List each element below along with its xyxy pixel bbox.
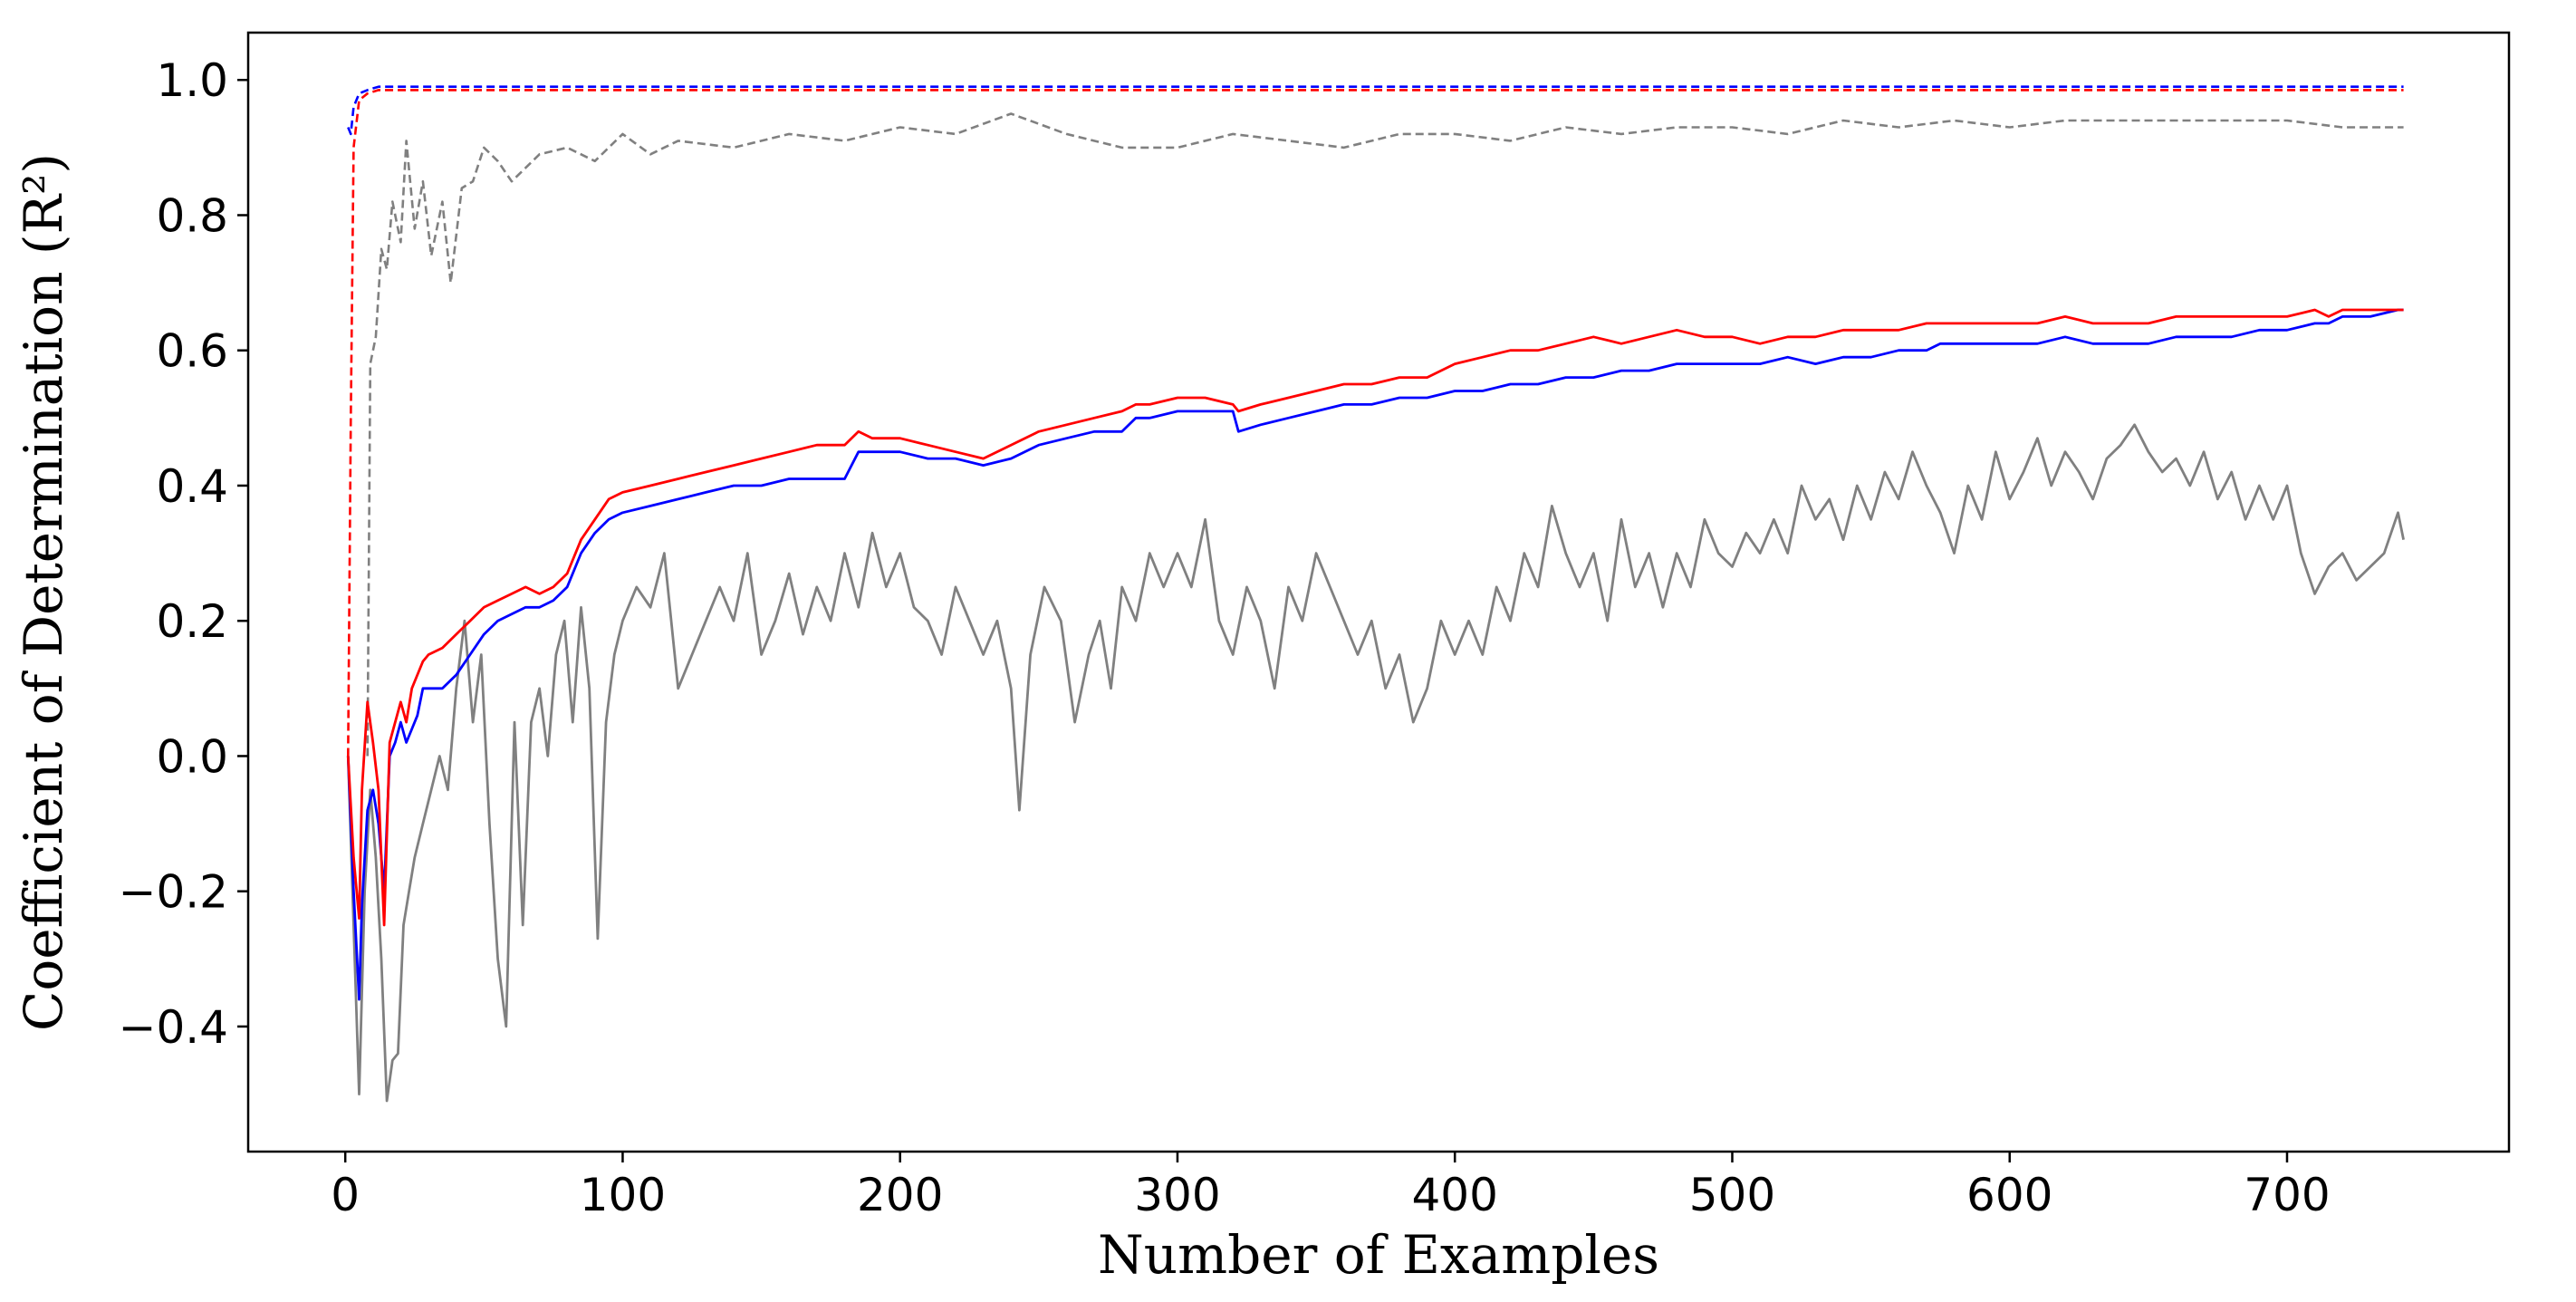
series-line-gray-dashed	[366, 112, 2404, 757]
y-axis-title: Coefficient of Determination (R²)	[13, 153, 74, 1031]
x-tick-label: 300	[1134, 1169, 1220, 1221]
plot-frame	[246, 31, 2511, 1153]
x-tick-label: 600	[1966, 1169, 2052, 1221]
x-tick-label: 400	[1412, 1169, 1498, 1221]
x-tick-label: 100	[580, 1169, 666, 1221]
series-layer	[346, 85, 2405, 1103]
x-axis: 0 100 200 300 400 500 600 700	[331, 1152, 2331, 1221]
x-tick-label: 700	[2244, 1169, 2330, 1221]
series-line-red-solid	[346, 308, 2404, 927]
y-tick-label: 0.0	[156, 730, 228, 783]
y-tick-label: −0.4	[119, 1001, 228, 1054]
x-axis-title: Number of Examples	[1098, 1224, 1659, 1286]
series-line-blue-dashed	[347, 85, 2404, 136]
x-tick-label: 0	[331, 1169, 360, 1221]
y-tick-label: 0.6	[156, 325, 228, 378]
y-axis: −0.4 −0.2 0.0 0.2 0.4 0.6 0.8 1.0	[119, 54, 248, 1054]
y-tick-label: −0.2	[119, 866, 228, 919]
x-tick-label: 500	[1689, 1169, 1775, 1221]
series-line-gray-solid	[346, 423, 2405, 1103]
y-tick-label: 0.8	[156, 189, 228, 242]
series-line-red-dashed	[347, 89, 2404, 757]
y-tick-label: 0.4	[156, 460, 228, 513]
y-tick-label: 1.0	[156, 54, 228, 107]
series-line-blue-solid	[346, 308, 2404, 1001]
y-tick-label: 0.2	[156, 595, 228, 648]
x-tick-label: 200	[857, 1169, 943, 1221]
